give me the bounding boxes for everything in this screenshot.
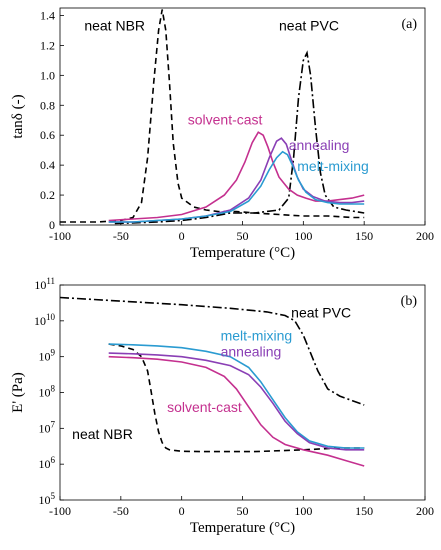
panel-a-series-neat-pvc (114, 50, 365, 225)
panel-b-y-tick-label: 108 (39, 384, 56, 400)
panel-b-x-tick-label: -100 (49, 504, 71, 518)
panel-a-x-tick-label: 200 (416, 229, 434, 243)
panel-b-plot-frame (59, 284, 426, 501)
panel-a-x-tick-label: -100 (49, 229, 71, 243)
panel-a-series-melt-mixing (108, 150, 365, 223)
panel-b-x-tick-label: 50 (237, 504, 249, 518)
panel-b-y-tick-label: 109 (39, 348, 56, 364)
panel-b-y-tick-label: 1011 (34, 276, 55, 292)
panel-a-x-tick-label: 150 (355, 229, 373, 243)
panel-b-series-neat-pvc (59, 296, 365, 406)
panel-a-y-tick-label: 0 (49, 218, 55, 232)
panel-a-y-tick-label: 1.0 (40, 68, 55, 82)
panel-b-series-neat-nbr (108, 343, 365, 453)
panel-a-annotation-neat-nbr: neat NBR (84, 17, 145, 33)
panel-b-series-annealing (108, 352, 365, 451)
panel-b-y-tick-label: 107 (39, 419, 56, 435)
panel-b-y-axis-label: E' (Pa) (10, 372, 26, 413)
panel-a-y-tick-label: 1.2 (40, 38, 55, 52)
panel-a-y-tick-label: 0.6 (40, 128, 55, 142)
panel-a-annotation-melt-mixing: melt-mixing (297, 158, 369, 174)
panel-a-y-tick-label: 1.4 (40, 8, 55, 22)
panel-a-panel-label: (a) (401, 17, 417, 32)
panel-b-annotation-neat-pvc: neat PVC (291, 304, 351, 320)
panel-a-x-tick-label: -50 (113, 229, 129, 243)
panel-a-annotation-solvent-cast: solvent-cast (188, 112, 263, 128)
panel-a-x-tick-label: 100 (294, 229, 312, 243)
panel-a-x-tick-label: 50 (237, 229, 249, 243)
panel-b-storage-modulus: -100 -50 0 50 100 150 200 105 106 107 108 109 1010 10… (10, 276, 434, 536)
panel-b-series-solvent-cast (108, 355, 365, 467)
panel-b-series-melt-mixing (108, 343, 365, 449)
panel-b-annotation-melt-mixing: melt-mixing (221, 328, 293, 344)
panel-b-x-tick-label: 100 (294, 504, 312, 518)
panel-a-x-tick-label: 0 (179, 229, 185, 243)
panel-b-y-tick-label: 106 (39, 455, 56, 471)
panel-a-annotation-neat-pvc: neat PVC (279, 17, 339, 33)
panel-b-annotation-neat-nbr: neat NBR (72, 426, 133, 442)
panel-b-annotation-annealing: annealing (221, 344, 282, 360)
panel-a-y-axis-label: tanδ (-) (10, 94, 26, 138)
panel-a-tan-delta: -100 -50 0 50 100 150 200 0 0.2 0.4 0.6 0.8 1.0 1.2 1.… (10, 7, 434, 261)
panel-a-y-tick-label: 0.8 (40, 98, 55, 112)
panel-b-panel-label: (b) (401, 294, 418, 309)
panel-b-x-tick-label: 0 (179, 504, 185, 518)
panel-a-x-axis-label: Temperature (°C) (190, 245, 295, 261)
panel-b-y-tick-label: 1010 (34, 312, 56, 328)
panel-b-x-axis-label: Temperature (°C) (190, 520, 295, 536)
panel-b-x-tick-label: -50 (113, 504, 129, 518)
panel-b-annotation-solvent-cast: solvent-cast (167, 399, 242, 415)
panel-b-x-tick-label: 150 (355, 504, 373, 518)
panel-a-y-tick-label: 0.2 (40, 188, 55, 202)
panel-a-y-tick-label: 0.4 (40, 158, 55, 172)
panel-b-y-tick-label: 105 (39, 491, 56, 507)
panel-b-x-tick-label: 200 (416, 504, 434, 518)
panel-a-annotation-annealing: annealing (289, 137, 350, 153)
